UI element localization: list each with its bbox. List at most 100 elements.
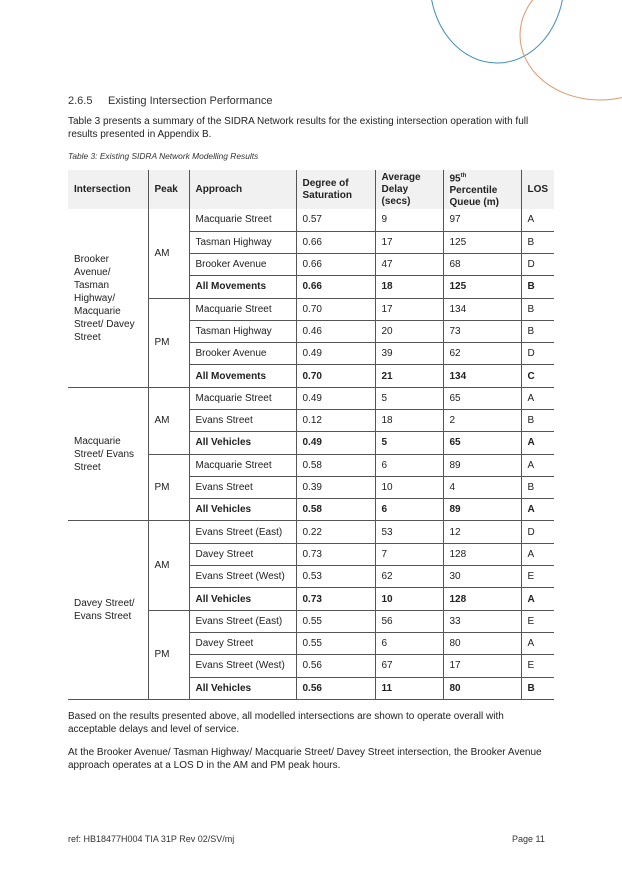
table-row: All Movements 0.66 18 125 B	[68, 275, 555, 299]
queue-cell: 68	[442, 253, 521, 277]
delay-cell: 53	[374, 520, 443, 544]
approach-cell: Davey Street	[188, 632, 296, 656]
los-cell: D	[520, 342, 555, 366]
table-row: Tasman Highway 0.46 20 73 B	[68, 320, 555, 344]
dos-cell: 0.70	[295, 364, 375, 388]
delay-cell: 47	[374, 253, 443, 277]
table-row: PM Macquarie Street 0.58 6 89 A	[68, 454, 555, 522]
approach-cell: Macquarie Street	[188, 298, 296, 321]
queue-cell: 2	[442, 409, 521, 433]
table-row: Brooker Avenue 0.66 47 68 D	[68, 253, 555, 277]
los-cell: B	[520, 275, 555, 299]
table-row: Macquarie Street/ Evans Street AM Macquari…	[68, 387, 555, 522]
delay-cell: 20	[374, 320, 443, 344]
brooker-paragraph: At the Brooker Avenue/ Tasman Highway/ M…	[68, 747, 542, 771]
table-row: Evans Street 0.39 10 4 B	[68, 476, 555, 500]
dos-cell: 0.39	[295, 476, 375, 500]
queue-cell: 89	[442, 498, 521, 522]
approach-cell: Evans Street	[188, 409, 296, 433]
section-title: Existing Intersection Performance	[108, 95, 273, 107]
approach-cell: Macquarie Street	[188, 454, 296, 477]
header-peak: Peak	[147, 170, 189, 210]
section-heading: 2.6.5 Existing Intersection Performance	[68, 95, 272, 107]
queue-cell: 62	[442, 342, 521, 366]
los-cell: B	[520, 409, 555, 433]
delay-cell: 17	[374, 298, 443, 321]
los-cell: B	[520, 476, 555, 500]
results-table: Intersection Peak Approach Degree of Sat…	[68, 170, 555, 700]
table-row: Brooker Avenue 0.49 39 62 D	[68, 342, 555, 366]
dos-cell: 0.57	[295, 209, 375, 232]
intro-paragraph: Table 3 presents a summary of the SIDRA …	[68, 116, 529, 140]
approach-cell: Brooker Avenue	[188, 253, 296, 277]
table-row: All Movements 0.70 21 134 C	[68, 364, 555, 388]
queue-cell: 65	[442, 431, 521, 455]
queue-cell: 30	[442, 565, 521, 589]
table-row: Davey Street 0.73 7 128 A	[68, 543, 555, 567]
los-cell: A	[520, 454, 555, 477]
los-cell: A	[520, 587, 555, 611]
peak-cell: AM	[147, 387, 189, 455]
queue-cell: 134	[442, 364, 521, 388]
approach-cell: All Vehicles	[188, 431, 296, 455]
delay-cell: 62	[374, 565, 443, 589]
dos-cell: 0.58	[295, 454, 375, 477]
approach-cell: All Movements	[188, 364, 296, 388]
table-row: PM Evans Street (East) 0.55 56 33 E	[68, 610, 555, 700]
delay-cell: 67	[374, 654, 443, 678]
table-row: Davey Street/ Evans Street AM Evans Street…	[68, 520, 555, 700]
queue-cell: 80	[442, 632, 521, 656]
los-cell: A	[520, 209, 555, 232]
queue-cell: 73	[442, 320, 521, 344]
peak-cell: AM	[147, 520, 189, 611]
dos-cell: 0.49	[295, 431, 375, 455]
dos-cell: 0.49	[295, 342, 375, 366]
dos-cell: 0.70	[295, 298, 375, 321]
los-cell: D	[520, 253, 555, 277]
dos-cell: 0.12	[295, 409, 375, 433]
los-cell: A	[520, 387, 555, 411]
approach-cell: Evans Street (East)	[188, 520, 296, 544]
header-delay: Average Delay (secs)	[374, 170, 443, 210]
table-caption: Table 3: Existing SIDRA Network Modellin…	[68, 151, 259, 161]
table-row: Brooker Avenue/ Tasman Highway/ Macquari…	[68, 209, 555, 388]
peak-cell: AM	[147, 209, 189, 299]
footer-ref: ref: HB18477H004 TIA 31P Rev 02/SV/mj	[68, 834, 235, 844]
los-cell: C	[520, 364, 555, 388]
queue-cell: 80	[442, 677, 521, 700]
los-cell: B	[520, 298, 555, 321]
dos-cell: 0.73	[295, 543, 375, 567]
queue-cell: 134	[442, 298, 521, 321]
header-intersection: Intersection	[68, 170, 148, 210]
page-number: Page 11	[512, 834, 545, 844]
delay-cell: 21	[374, 364, 443, 388]
approach-cell: All Vehicles	[188, 587, 296, 611]
peak-cell: PM	[147, 610, 189, 700]
queue-cell: 12	[442, 520, 521, 544]
results-paragraph: Based on the results presented above, al…	[68, 711, 504, 735]
dos-cell: 0.46	[295, 320, 375, 344]
queue-cell: 33	[442, 610, 521, 633]
peak-cell: PM	[147, 454, 189, 522]
queue-cell: 97	[442, 209, 521, 232]
header-approach: Approach	[188, 170, 296, 210]
los-cell: A	[520, 543, 555, 567]
peak-cell: PM	[147, 298, 189, 388]
table-row: PM Macquarie Street 0.70 17 134 B	[68, 298, 555, 388]
queue-cell: 17	[442, 654, 521, 678]
queue-cell: 125	[442, 231, 521, 254]
approach-cell: Macquarie Street	[188, 209, 296, 232]
los-cell: B	[520, 320, 555, 344]
dos-cell: 0.66	[295, 275, 375, 299]
approach-cell: Evans Street (East)	[188, 610, 296, 633]
intersection-cell: Brooker Avenue/ Tasman Highway/ Macquari…	[68, 209, 148, 388]
approach-cell: All Movements	[188, 275, 296, 299]
delay-cell: 6	[374, 454, 443, 477]
header-los: LOS	[520, 170, 555, 210]
table-row: All Vehicles 0.56 11 80 B	[68, 677, 555, 700]
table-row: Evans Street (West) 0.53 62 30 E	[68, 565, 555, 589]
intersection-cell: Davey Street/ Evans Street	[68, 520, 148, 700]
queue-cell: 65	[442, 387, 521, 411]
approach-cell: Tasman Highway	[188, 231, 296, 254]
dos-cell: 0.58	[295, 498, 375, 522]
